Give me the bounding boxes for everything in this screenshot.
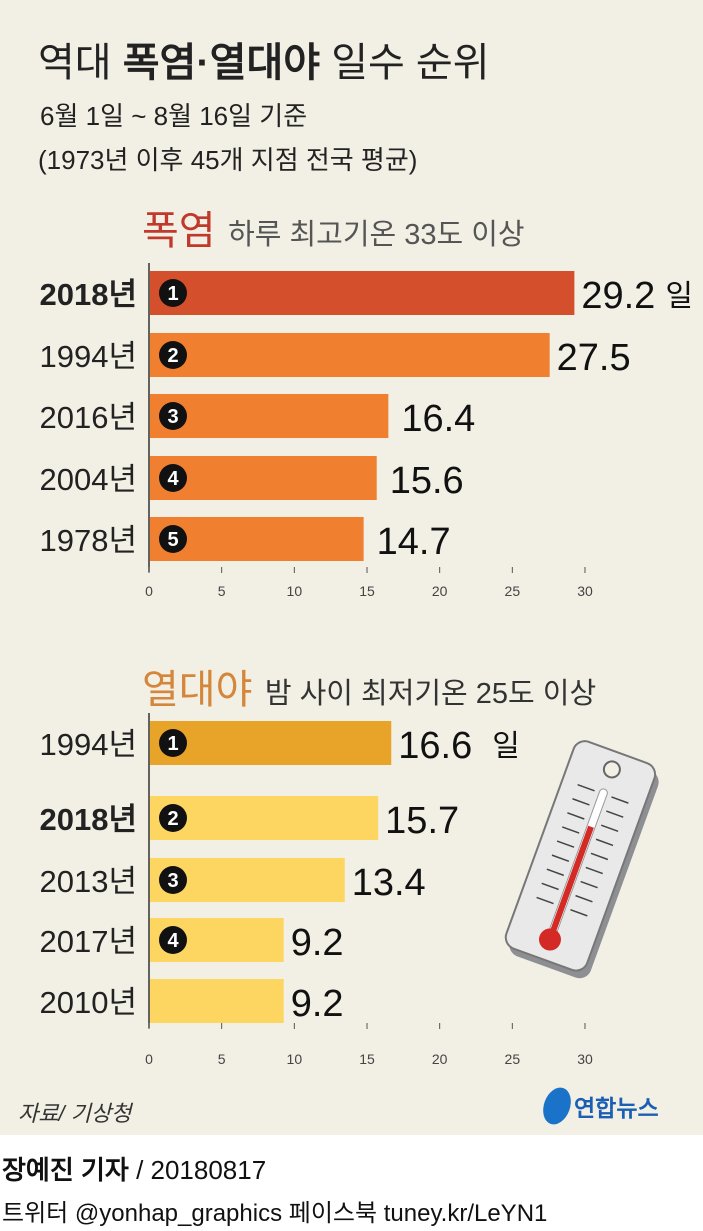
value-label: 9.2 [291,922,344,964]
subtitle-basis: (1973년 이후 45개 지점 전국 평균) [38,145,418,175]
rank-badge [159,804,187,832]
rank-badge [159,866,187,894]
category-label: 2016년 [40,400,137,435]
x-tick-label: 10 [287,583,303,599]
byline: 장예진 기자 / 20180817 [2,1150,266,1187]
rank-number: 4 [167,468,179,490]
rank-badge [159,279,187,307]
category-label: 1978년 [40,523,137,558]
title-suffix: 일수 순위 [331,41,490,85]
rank-number: 3 [167,406,178,428]
social-links: 트위터 @yonhap_graphics 페이스북 tuney.kr/LeYN1 [2,1200,548,1227]
rank-number: 1 [167,283,178,305]
x-tick-label: 20 [432,1051,448,1067]
rank-badge [159,341,187,369]
bar [150,456,377,500]
rank-badge [159,525,187,553]
bar [150,979,284,1023]
x-tick-label: 0 [145,1051,153,1067]
x-tick-label: 5 [218,1051,226,1067]
bar [150,271,575,315]
category-label: 2004년 [40,462,137,497]
value-label: 9.2 [291,983,344,1025]
value-label: 15.6 [390,460,464,502]
thermometer-icon [504,740,659,979]
rank-badge [159,926,187,954]
title-bold: 폭염·열대야 [122,41,321,85]
page-title: 역대 폭염·열대야 일수 순위 [38,30,490,88]
unit-label: 일 [492,730,520,763]
x-tick-label: 30 [577,1051,593,1067]
category-label: 2010년 [40,985,137,1020]
x-tick-label: 30 [577,583,593,599]
category-label: 1994년 [40,727,137,762]
x-tick-label: 5 [218,583,226,599]
subtitle-period: 6월 1일 ~ 8월 16일 기준 [40,101,308,131]
value-label: 29.2 [581,275,655,317]
value-label: 15.7 [385,800,459,842]
value-label: 27.5 [557,337,631,379]
category-label: 2017년 [40,924,137,959]
x-tick-label: 0 [145,583,153,599]
date: / 20180817 [136,1155,267,1185]
rank-number: 4 [167,930,179,952]
yonhap-logo-icon [538,1083,576,1129]
chart1-subtitle: 하루 최고기온 33도 이상 [228,219,525,251]
title-prefix: 역대 [38,41,112,85]
bar [150,333,550,377]
chart2-title: 열대야 [142,668,253,712]
bar [150,721,392,765]
rank-number: 5 [167,529,178,551]
chart1-title: 폭염 [142,209,216,253]
category-label: 2013년 [40,864,137,899]
chart2-heading: 열대야 밤 사이 최저기온 25도 이상 [142,657,596,715]
unit-label: 일 [665,280,693,313]
value-label: 13.4 [352,862,426,904]
yonhap-logo: 연합뉴스 [538,1083,659,1129]
x-tick-label: 25 [505,1051,521,1067]
x-tick-label: 15 [359,583,375,599]
x-tick-label: 10 [287,1051,303,1067]
category-label: 2018년 [40,802,137,837]
infographic: 역대 폭염·열대야 일수 순위 6월 1일 ~ 8월 16일 기준 (1973년… [0,0,703,1135]
rank-badge [159,729,187,757]
value-label: 16.4 [401,398,475,440]
reporter: 장예진 기자 [2,1155,129,1185]
bar [150,394,389,438]
rank-number: 2 [167,808,178,830]
chart1-heading: 폭염 하루 최고기온 33도 이상 [142,198,525,256]
x-tick-label: 20 [432,583,448,599]
category-label: 1994년 [40,339,137,374]
rank-number: 1 [167,733,178,755]
x-tick-label: 15 [359,1051,375,1067]
rank-number: 2 [167,345,178,367]
source-note: 자료/ 기상청 [18,1101,132,1126]
category-label: 2018년 [40,277,137,312]
value-label: 14.7 [377,521,451,563]
bar [150,796,379,840]
rank-badge [159,464,187,492]
rank-badge [159,402,187,430]
logo-text: 연합뉴스 [574,1095,659,1121]
x-tick-label: 25 [505,583,521,599]
chart2-subtitle: 밤 사이 최저기온 25도 이상 [264,678,597,710]
rank-number: 3 [167,870,178,892]
value-label: 16.6 [398,725,472,767]
